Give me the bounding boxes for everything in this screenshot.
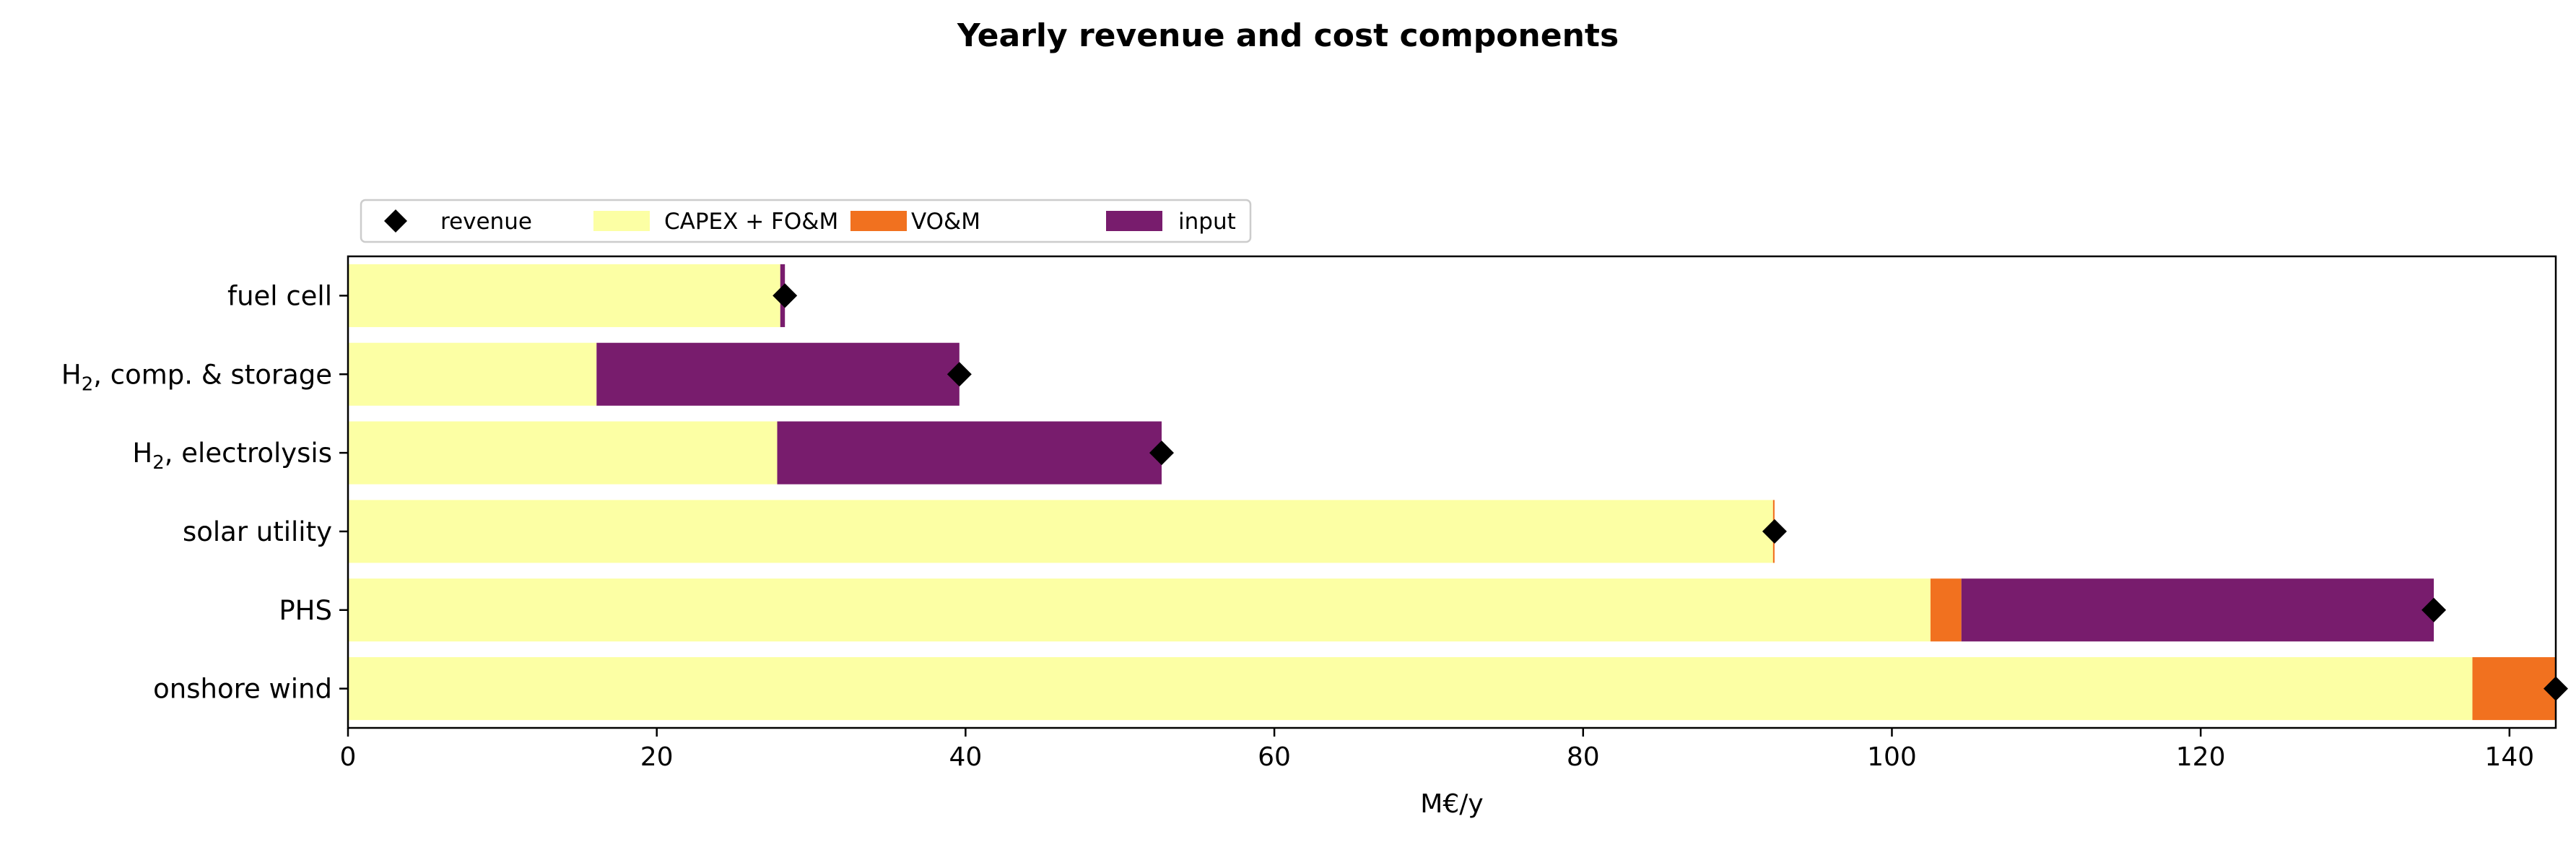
x-tick-label: 140 (2484, 742, 2534, 772)
revenue-marker (1149, 440, 1174, 466)
legend-frame (360, 199, 1252, 243)
x-tick-label: 0 (340, 742, 357, 772)
legend-label: input (1178, 209, 1236, 235)
legend-swatch (1106, 211, 1162, 231)
legend-label: CAPEX + FO&M (664, 209, 838, 235)
y-tick-label: onshore wind (153, 674, 332, 705)
y-tick-label-text: solar utility (183, 516, 332, 547)
bars-layer (348, 264, 2556, 721)
bar-segment (1930, 578, 1962, 642)
bar-segment (2472, 657, 2556, 721)
y-tick-label: PHS (279, 595, 332, 626)
y-tick-label-subscript: 2 (82, 373, 94, 395)
y-tick-label-text: H (132, 438, 152, 469)
legend-swatch (850, 211, 907, 231)
y-tick-label-text: fuel cell (227, 280, 332, 311)
y-tick-label-text: H (61, 359, 82, 390)
y-tick-label-text: , comp. & storage (93, 359, 332, 390)
x-tick-label: 80 (1567, 742, 1600, 772)
revenue-marker (2421, 597, 2447, 622)
x-tick-label: 100 (1867, 742, 1917, 772)
x-tick-label: 120 (2176, 742, 2226, 772)
bar-segment (348, 657, 2473, 721)
revenue-marker (773, 283, 798, 308)
legend-label: revenue (440, 209, 532, 235)
legend-swatch (593, 211, 650, 231)
bar-segment (1961, 578, 2434, 642)
revenue-marker (947, 362, 972, 387)
y-tick-label-text: onshore wind (153, 674, 332, 705)
chart-title: Yearly revenue and cost components (957, 17, 1619, 54)
revenue-marker (1762, 518, 1787, 544)
bar-segment (348, 264, 780, 327)
x-axis: 0 20 40 60 80 100 120 140 (340, 728, 2534, 772)
bar-segment (348, 342, 597, 406)
bar-segment (777, 421, 1162, 485)
y-tick-label: H2, electrolysis (132, 438, 332, 474)
bar-segment (348, 500, 1773, 563)
x-axis-label: M€/y (1420, 789, 1483, 819)
bar-segment (348, 421, 778, 485)
y-tick-label: solar utility (183, 516, 332, 547)
y-tick-label-text: PHS (279, 595, 332, 626)
x-tick-label: 20 (640, 742, 674, 772)
bar-segment (596, 342, 960, 406)
bar-segment (348, 578, 1931, 642)
y-tick-label: H2, comp. & storage (61, 359, 332, 395)
y-tick-label-text: , electrolysis (165, 438, 332, 469)
legend-marker-revenue (384, 209, 407, 233)
y-tick-label-subscript: 2 (152, 452, 165, 474)
x-tick-label: 60 (1258, 742, 1291, 772)
plot-frame (347, 255, 2557, 729)
y-tick-label: fuel cell (227, 280, 332, 311)
revenue-markers-layer (773, 283, 2568, 701)
legend-label: VO&M (911, 209, 980, 235)
legend: revenue CAPEX + FO&M VO&M input (360, 199, 1252, 243)
x-tick-label: 40 (949, 742, 982, 772)
